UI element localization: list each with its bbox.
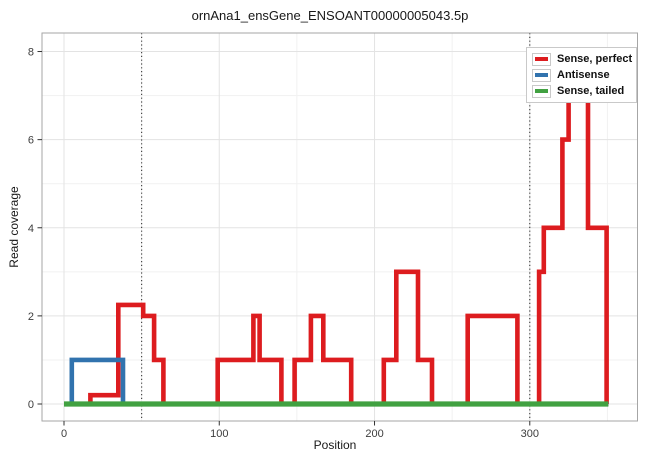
x-axis-label: Position xyxy=(313,438,357,452)
legend-item: Sense, tailed xyxy=(532,83,632,99)
y-tick-label: 0 xyxy=(28,399,34,411)
y-tick-label: 6 xyxy=(28,135,34,147)
series-sense-perfect xyxy=(64,49,609,407)
legend-item: Sense, perfect xyxy=(532,51,632,67)
y-axis-label: Read coverage xyxy=(7,186,21,268)
y-tick-label: 2 xyxy=(28,311,34,323)
legend-key-swatch xyxy=(532,84,551,98)
y-tick-label: 8 xyxy=(28,47,34,59)
y-tick-label: 4 xyxy=(28,223,34,235)
legend-item: Antisense xyxy=(532,67,632,83)
chart-title: ornAna1_ensGene_ENSOANT00000005043.5p xyxy=(191,8,469,23)
x-tick-label: 300 xyxy=(521,428,539,440)
legend-label: Sense, perfect xyxy=(557,53,633,65)
x-tick-label: 200 xyxy=(365,428,383,440)
legend-label: Antisense xyxy=(557,69,610,81)
panel-border xyxy=(41,32,638,422)
legend: Sense, perfect Antisense Sense, tailed xyxy=(526,47,637,103)
legend-key-line-icon xyxy=(535,57,548,61)
x-tick-label: 0 xyxy=(61,428,67,440)
legend-key-swatch xyxy=(532,52,551,66)
legend-key-line-icon xyxy=(535,73,548,77)
x-tick-label: 100 xyxy=(210,428,228,440)
legend-key-line-icon xyxy=(535,89,548,93)
legend-key-swatch xyxy=(532,68,551,82)
legend-label: Sense, tailed xyxy=(557,85,625,97)
